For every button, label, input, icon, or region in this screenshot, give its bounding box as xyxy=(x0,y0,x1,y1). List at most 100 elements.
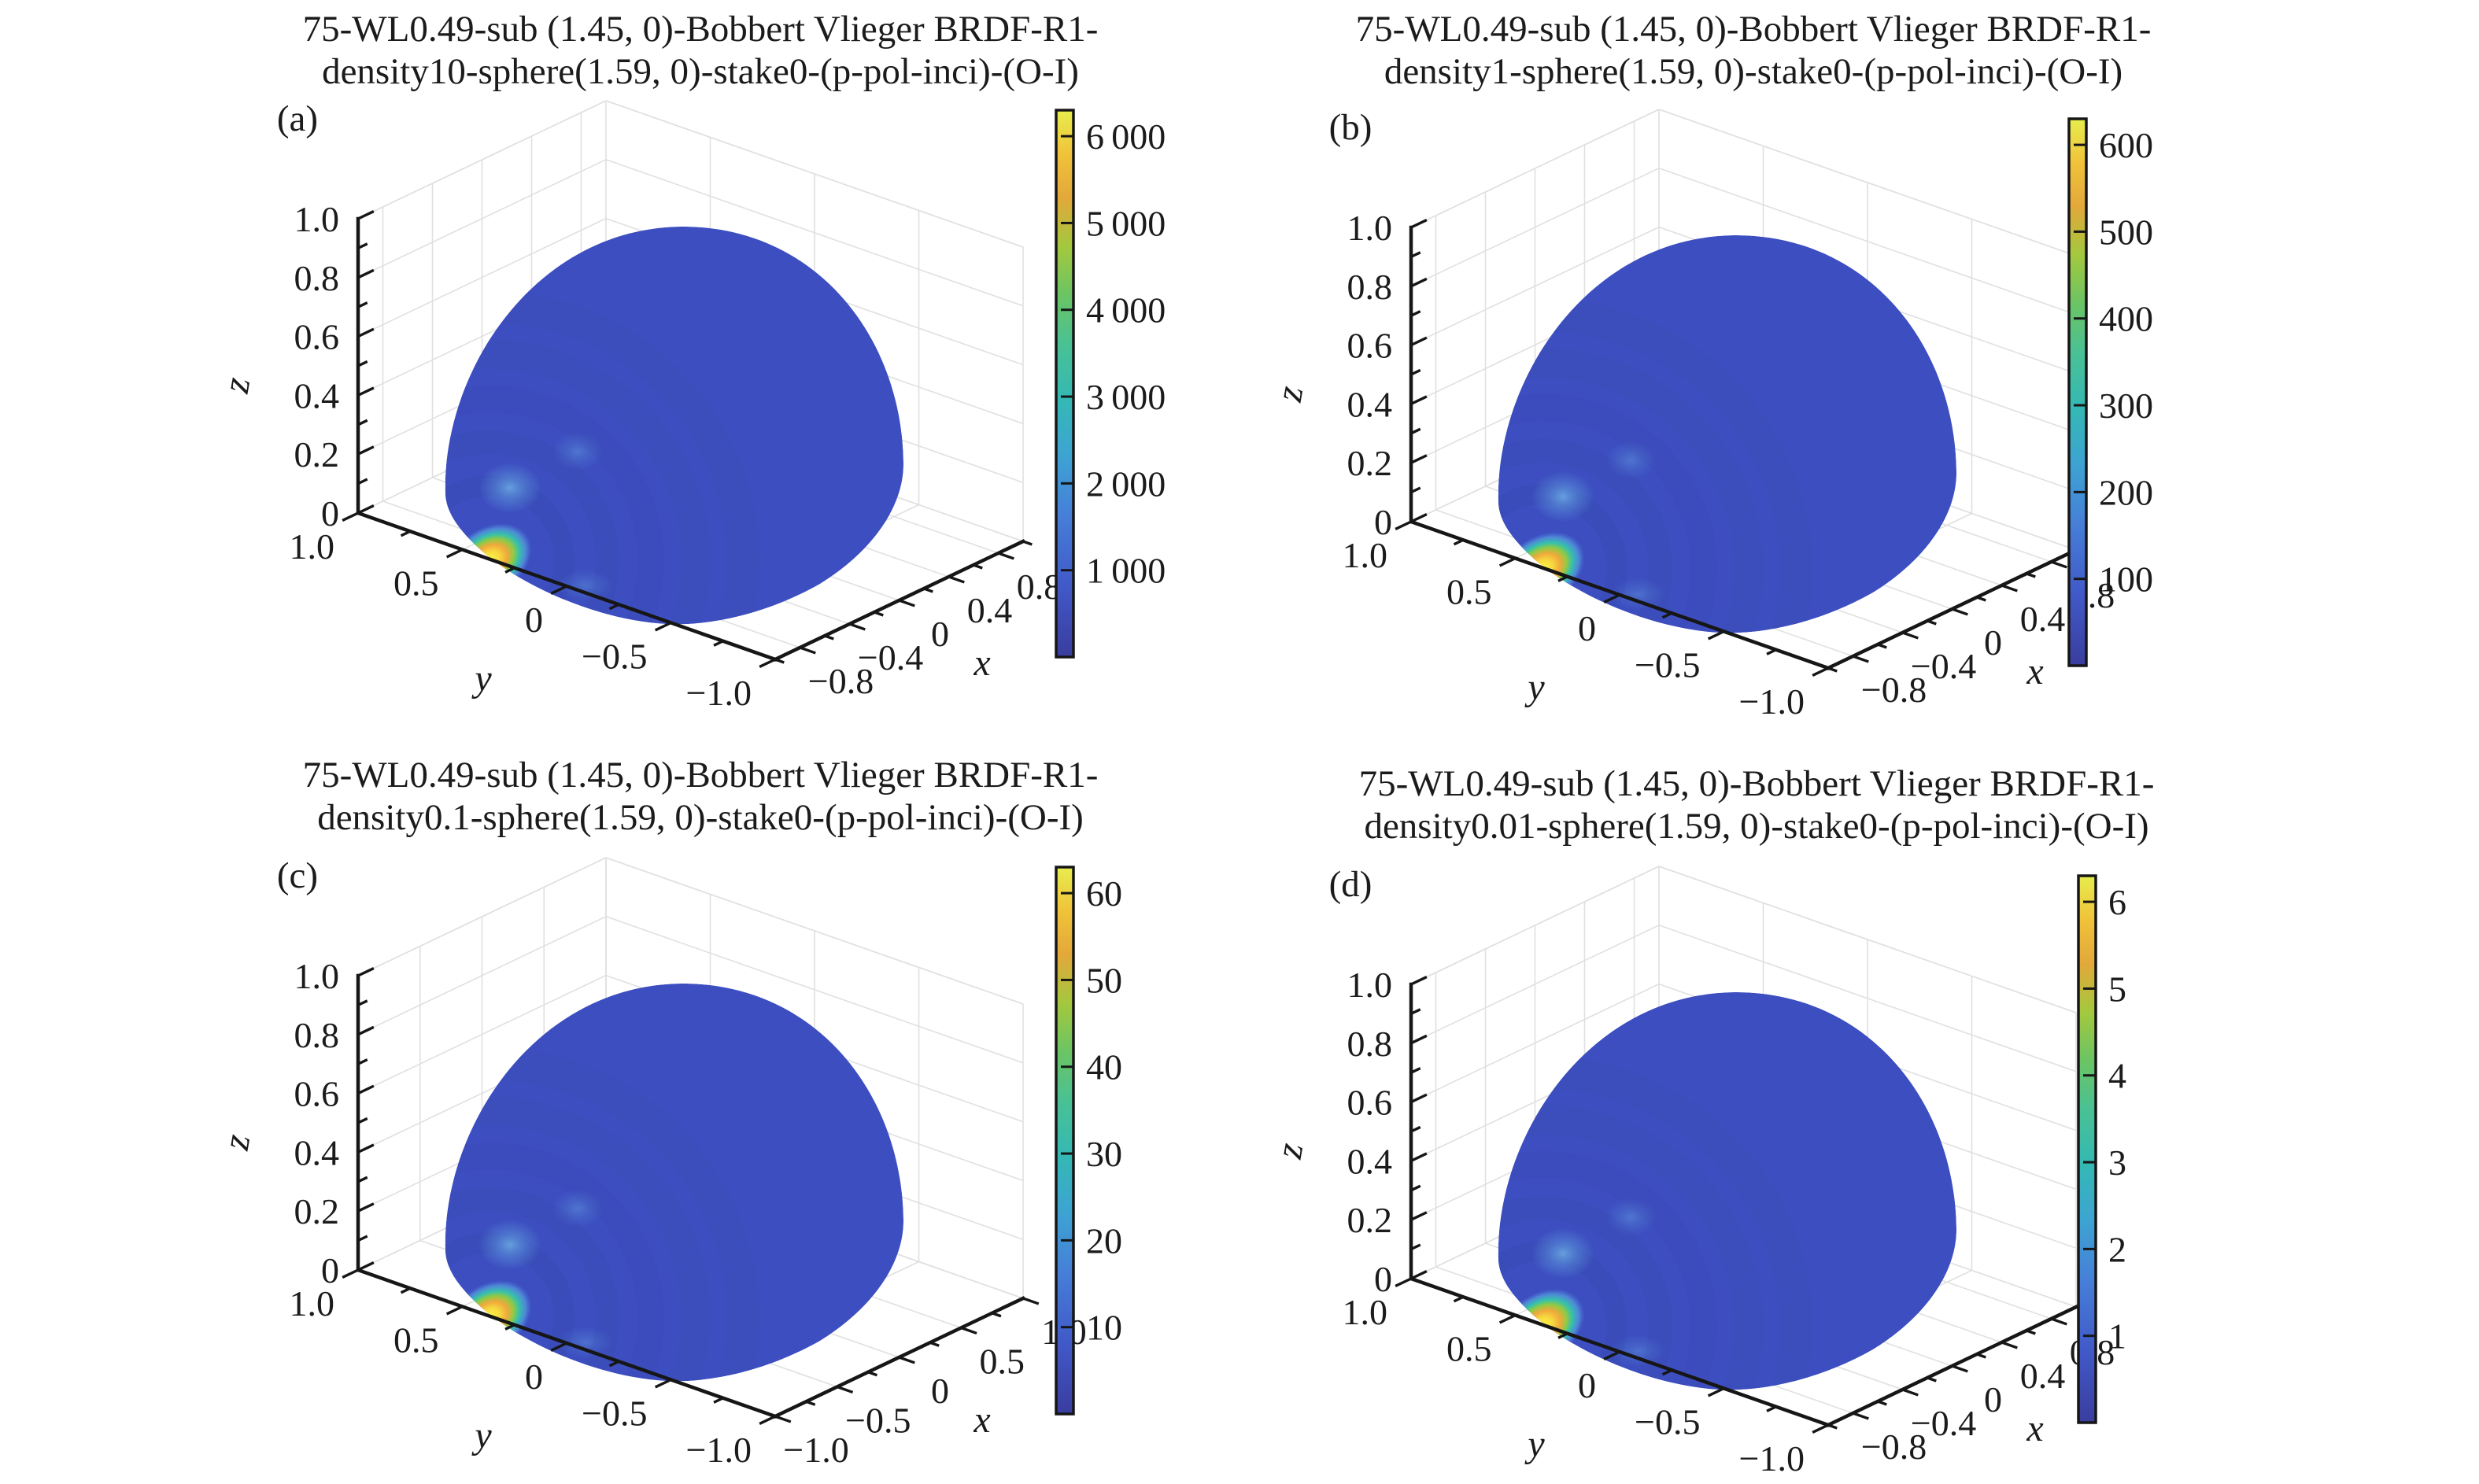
panel-letter: (d) xyxy=(1329,864,1373,905)
y-tick-label: −1.0 xyxy=(1739,1438,1805,1478)
z-tick-label: 0.8 xyxy=(294,1015,340,1055)
y-tick-label: 0 xyxy=(1578,608,1596,648)
z-tick-label: 1.0 xyxy=(294,199,340,239)
y-tick-label: −0.5 xyxy=(1635,1402,1700,1442)
hemisphere-surface xyxy=(445,983,904,1382)
z-axis-label: z xyxy=(215,374,259,397)
y-tick-label: 0.5 xyxy=(393,1320,439,1360)
z-tick-label: 0.2 xyxy=(1347,1200,1393,1240)
colorbar-tick-label: 60 xyxy=(1086,873,1122,914)
x-tick-label: 0 xyxy=(931,1371,949,1411)
panel-b: 1.00.80.60.40.201.00.50−0.5−1.0 −0.8−0.40… xyxy=(1268,109,2115,722)
y-axis-label: y xyxy=(1524,1423,1545,1465)
colorbar-tick-label: 200 xyxy=(2099,472,2153,512)
secondary-lobe xyxy=(478,463,541,513)
z-tick-label: 0.4 xyxy=(294,1132,340,1172)
colorbar-tick-label: 20 xyxy=(1086,1220,1122,1261)
z-axis-label: z xyxy=(1268,1139,1312,1162)
y-tick-label: 1.0 xyxy=(1343,535,1388,575)
x-axis-label: x xyxy=(2026,651,2043,692)
z-tick-label: 0 xyxy=(1374,502,1392,542)
secondary-lobe xyxy=(1531,1228,1594,1279)
colorbar-tick-label: 3 000 xyxy=(1086,377,1166,417)
secondary-lobe xyxy=(552,1190,603,1227)
secondary-lobe xyxy=(1610,578,1667,610)
z-tick-label: 0.4 xyxy=(1347,384,1393,424)
axes-ticks xyxy=(342,210,1033,668)
axes-ticks xyxy=(1395,976,2086,1434)
axes-ticks xyxy=(1395,219,2086,677)
x-tick-label: −1.0 xyxy=(783,1430,848,1470)
x-tick-label: −0.5 xyxy=(845,1401,911,1441)
secondary-lobe xyxy=(1605,1198,1656,1236)
y-tick-label: 0 xyxy=(1578,1365,1596,1405)
colorbar-tick-label: 400 xyxy=(2099,299,2153,339)
z-tick-label: 0.2 xyxy=(294,1191,340,1231)
x-tick-label: −0.4 xyxy=(1911,646,1976,686)
secondary-lobe xyxy=(1531,471,1594,522)
y-tick-label: 0 xyxy=(525,600,543,640)
colorbar-gradient xyxy=(2077,874,2097,1424)
y-axis-label: y xyxy=(1524,666,1545,708)
z-tick-label: 0.6 xyxy=(1347,326,1393,366)
ripple-ring xyxy=(445,430,619,625)
colorbar-tick-label: 4 xyxy=(2108,1056,2126,1096)
colorbar-tick-label: 3 xyxy=(2108,1143,2126,1183)
colorbar-gradient xyxy=(1055,109,1075,659)
panel-letter: (b) xyxy=(1329,107,1373,148)
y-tick-label: −0.5 xyxy=(582,1394,647,1434)
ripple-ring xyxy=(1498,1105,1764,1390)
y-tick-label: −1.0 xyxy=(686,1430,752,1470)
z-tick-label: 1.0 xyxy=(294,956,340,996)
z-axis-label: z xyxy=(1268,382,1312,405)
x-tick-label: 0.4 xyxy=(967,590,1013,630)
ripple-ring xyxy=(1498,348,1764,633)
ripple-ring xyxy=(445,386,664,625)
colorbar-tick-label: 5 xyxy=(2108,969,2126,1009)
panel-title-line2: density1-sphere(1.59, 0)-stake0-(p-pol-i… xyxy=(1384,51,2122,92)
colorbar-tick-label: 5 000 xyxy=(1086,203,1166,243)
panel-title-line2: density0.01-sphere(1.59, 0)-stake0-(p-po… xyxy=(1364,806,2148,847)
hemisphere-surface xyxy=(1498,991,1957,1390)
z-tick-label: 0.4 xyxy=(1347,1141,1393,1181)
colorbar: 1 2 3 4 5 6 xyxy=(2077,874,2126,1424)
colorbar: 100 200 300 400 500 600 xyxy=(2067,117,2153,667)
ripple-ring xyxy=(445,1187,619,1382)
colorbar-tick-label: 30 xyxy=(1086,1134,1122,1174)
ripple-ring xyxy=(445,1096,711,1382)
x-axis-label: x xyxy=(2026,1408,2043,1449)
x-tick-label: 0 xyxy=(1984,622,2002,663)
x-tick-label: 0 xyxy=(1984,1379,2002,1419)
y-axis-label: y xyxy=(471,1415,492,1456)
z-tick-label: 0.6 xyxy=(1347,1083,1393,1123)
colorbar-tick-label: 500 xyxy=(2099,212,2153,252)
colorbar: 1 000 2 000 3 000 4 000 5 000 6 000 xyxy=(1055,109,1166,659)
x-axis-label: x xyxy=(973,642,990,684)
colorbar-tick-label: 100 xyxy=(2099,559,2153,600)
secondary-lobe xyxy=(557,1327,614,1358)
y-tick-label: 0.5 xyxy=(1446,572,1492,612)
ripple-ring xyxy=(445,1143,664,1382)
z-tick-label: 0.2 xyxy=(1347,443,1393,483)
y-tick-label: −1.0 xyxy=(1739,681,1805,722)
secondary-lobe xyxy=(1605,441,1656,479)
colorbar-tick-label: 1 000 xyxy=(1086,551,1166,591)
z-tick-label: 1.0 xyxy=(1347,965,1393,1005)
y-tick-label: 1.0 xyxy=(290,1283,335,1323)
x-tick-label: −0.8 xyxy=(1861,670,1927,710)
colorbar-gradient xyxy=(2067,117,2088,667)
ripple-ring xyxy=(1498,439,1672,633)
axes-ticks xyxy=(342,967,1040,1425)
colorbar-tick-label: 4 000 xyxy=(1086,290,1166,330)
secondary-lobe xyxy=(1610,1335,1667,1367)
panel-title-line2: density0.1-sphere(1.59, 0)-stake0-(p-pol… xyxy=(317,797,1084,838)
secondary-lobe xyxy=(552,433,603,471)
z-tick-label: 0.6 xyxy=(294,317,340,357)
x-tick-label: 0.4 xyxy=(2020,599,2066,639)
y-tick-label: 0 xyxy=(525,1357,543,1397)
colorbar-gradient xyxy=(1055,866,1075,1416)
ripple-ring xyxy=(445,339,711,625)
x-tick-label: 0 xyxy=(931,614,949,654)
x-tick-label: 0.4 xyxy=(2020,1356,2066,1396)
x-tick-label: 0.5 xyxy=(980,1342,1025,1382)
